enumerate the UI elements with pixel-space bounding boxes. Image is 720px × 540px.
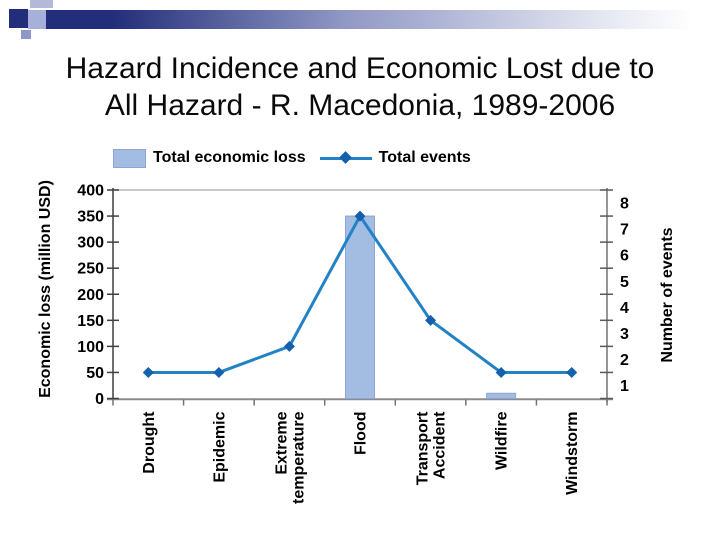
slide-title-line2: All Hazard - R. Macedonia, 1989-2006: [104, 89, 616, 122]
banner-square-periwinkle: [28, 10, 46, 29]
events-marker-transport-accident: [425, 314, 437, 326]
category-label-windstorm: Windstorm: [564, 412, 581, 495]
legend-label-economic-loss: Total economic loss: [153, 149, 306, 166]
events-marker-flood: [354, 210, 366, 222]
left-axis-tick-label: 400: [77, 183, 104, 200]
legend-label-total-events: Total events: [378, 149, 471, 166]
right-axis-tick-label: 8: [620, 196, 629, 213]
events-marker-extreme-temperature: [283, 340, 295, 352]
banner-square-small: [21, 30, 31, 39]
banner-square-navy: [9, 9, 28, 28]
events-marker-drought: [142, 366, 154, 378]
right-axis-tick-label: 5: [620, 274, 629, 291]
category-label-wildfire: Wildfire: [494, 411, 511, 470]
left-axis-tick-label: 150: [77, 313, 104, 330]
slide-title-line1: Hazard Incidence and Economic Lost due t…: [65, 52, 655, 85]
left-axis-tick-label: 250: [77, 261, 104, 278]
category-label-transport-accident: Transport: [415, 411, 432, 485]
category-label-flood: Flood: [353, 412, 370, 456]
left-axis-tick-label: 100: [77, 339, 104, 356]
left-axis-tick-label: 300: [77, 235, 104, 252]
left-axis-tick-label: 200: [77, 287, 104, 304]
left-axis-tick-label: 0: [95, 391, 104, 408]
right-axis-tick-label: 1: [620, 378, 629, 395]
events-marker-wildfire: [495, 366, 507, 378]
legend-bar-swatch-icon: [113, 148, 146, 168]
bar-flood: [345, 215, 375, 399]
slide-title: Hazard Incidence and Economic Lost due t…: [0, 50, 720, 124]
events-marker-epidemic: [213, 366, 225, 378]
right-axis-tick-label: 6: [620, 248, 629, 265]
right-axis-tick-label: 3: [620, 326, 629, 343]
left-axis-tick-label: 50: [86, 365, 104, 382]
right-axis-tick-label: 7: [620, 222, 629, 239]
left-axis-tick-label: 350: [77, 209, 104, 226]
banner-gradient-bar: [38, 10, 714, 29]
chart-legend: Total economic loss Total events: [113, 146, 471, 170]
category-label-extreme-temperature: Extreme: [273, 411, 290, 474]
right-axis-tick-label: 2: [620, 352, 629, 369]
legend-line-marker-icon: [319, 150, 372, 164]
category-label-epidemic: Epidemic: [211, 411, 228, 482]
events-marker-windstorm: [566, 366, 578, 378]
banner-square-top: [30, 0, 53, 8]
chart-plot-area: 0 50 100 150 200 250 300 350 400 1 2 3 4 5 6 7 8 Drought E…: [77, 183, 629, 504]
right-axis-tick-label: 4: [620, 300, 629, 317]
category-label-drought: Drought: [141, 411, 158, 474]
category-label-transport-accident: Accident: [432, 411, 449, 479]
bar-wildfire: [486, 392, 517, 400]
category-label-extreme-temperature: temperature: [290, 411, 307, 504]
